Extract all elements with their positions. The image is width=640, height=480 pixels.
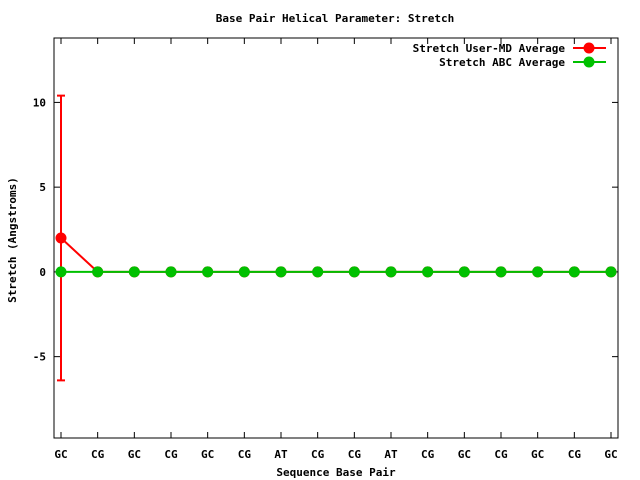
x-tick-label: CG — [238, 448, 252, 461]
data-point — [312, 266, 324, 278]
data-point — [275, 266, 287, 278]
series-stretch-user-md-average — [55, 94, 617, 382]
x-tick-label: AT — [274, 448, 288, 461]
data-point — [165, 266, 177, 278]
x-axis-label: Sequence Base Pair — [276, 466, 396, 479]
plot-border — [53, 37, 619, 439]
axis-ticks: -5 0 5 10 GC CG GC CG GC CG AT CG CG AT CG GC CG GC CG GC — [33, 38, 618, 461]
y-tick-label: 0 — [39, 266, 46, 279]
series-layer — [55, 94, 617, 382]
data-point — [568, 266, 580, 278]
legend-item: Stretch ABC Average — [439, 56, 606, 69]
x-tick-label: CG — [348, 448, 362, 461]
legend-item: Stretch User-MD Average — [413, 42, 606, 55]
x-tick-label: CG — [568, 448, 582, 461]
series-stretch-abc-average — [55, 266, 617, 278]
x-tick-label: CG — [91, 448, 105, 461]
legend-label: Stretch ABC Average — [439, 56, 565, 69]
x-tick-label: CG — [164, 448, 178, 461]
chart-title: Base Pair Helical Parameter: Stretch — [216, 12, 454, 25]
x-tick-label: GC — [201, 448, 214, 461]
x-tick-label: AT — [384, 448, 398, 461]
x-tick-label: GC — [128, 448, 141, 461]
data-point — [55, 232, 67, 244]
y-tick-label: 10 — [33, 96, 46, 109]
data-point — [385, 266, 397, 278]
y-axis-label: Stretch (Angstroms) — [6, 177, 19, 303]
x-tick-label: GC — [458, 448, 471, 461]
legend-label: Stretch User-MD Average — [413, 42, 566, 55]
y-tick-label: 5 — [39, 181, 46, 194]
x-tick-label: GC — [531, 448, 544, 461]
data-point — [92, 266, 104, 278]
data-point — [202, 266, 214, 278]
data-point — [458, 266, 470, 278]
x-tick-label: GC — [604, 448, 617, 461]
x-tick-label: CG — [311, 448, 325, 461]
data-point — [55, 266, 67, 278]
x-tick-label: CG — [421, 448, 435, 461]
series-line — [60, 237, 611, 273]
y-tick-label: -5 — [33, 351, 46, 364]
data-point — [348, 266, 360, 278]
legend-marker — [583, 42, 595, 54]
x-tick-label: CG — [494, 448, 508, 461]
data-point — [532, 266, 544, 278]
legend-marker — [583, 56, 595, 68]
data-point — [128, 266, 140, 278]
plot-area — [53, 37, 619, 439]
data-point — [495, 266, 507, 278]
data-point — [238, 266, 250, 278]
x-tick-label: GC — [54, 448, 67, 461]
data-point — [422, 266, 434, 278]
data-point — [605, 266, 617, 278]
